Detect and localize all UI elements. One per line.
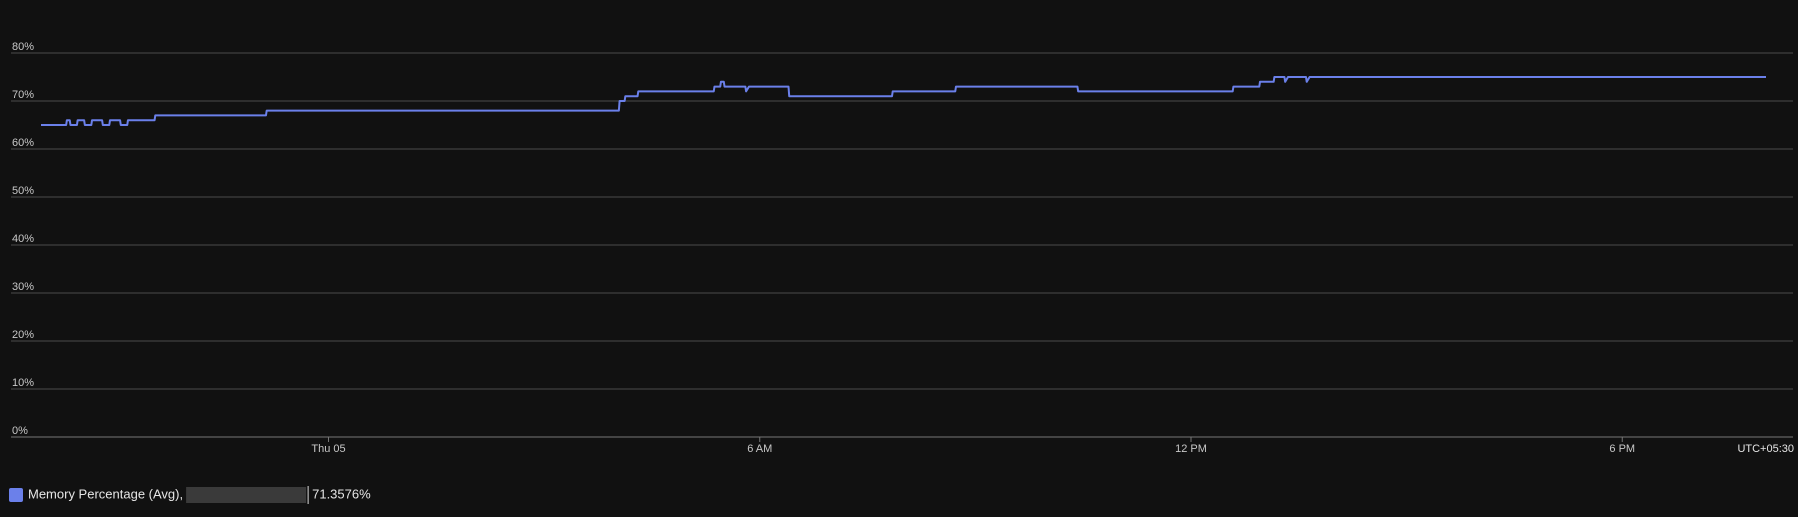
legend-value: 71.3576% [312,486,371,501]
timezone-label: UTC+05:30 [1737,443,1794,455]
y-tick-label: 10% [12,377,34,389]
y-tick-label: 50% [12,185,34,197]
x-tick-label: 12 PM [1175,443,1207,455]
series-line [41,76,1766,126]
y-tick-label: 70% [12,89,34,101]
y-tick-label: 30% [12,281,34,293]
legend-swatch [9,488,23,502]
y-tick-label: 40% [12,233,34,245]
x-tick-label: 6 AM [747,443,772,455]
x-tick-label: 6 PM [1609,443,1635,455]
legend-name: Memory Percentage (Avg), [28,486,183,501]
x-tick-label: Thu 05 [311,443,345,455]
y-tick-label: 60% [12,137,34,149]
y-tick-label: 20% [12,329,34,341]
legend-redacted [186,487,307,503]
y-tick-label: 80% [12,41,34,53]
y-tick-label: 0% [12,425,28,437]
